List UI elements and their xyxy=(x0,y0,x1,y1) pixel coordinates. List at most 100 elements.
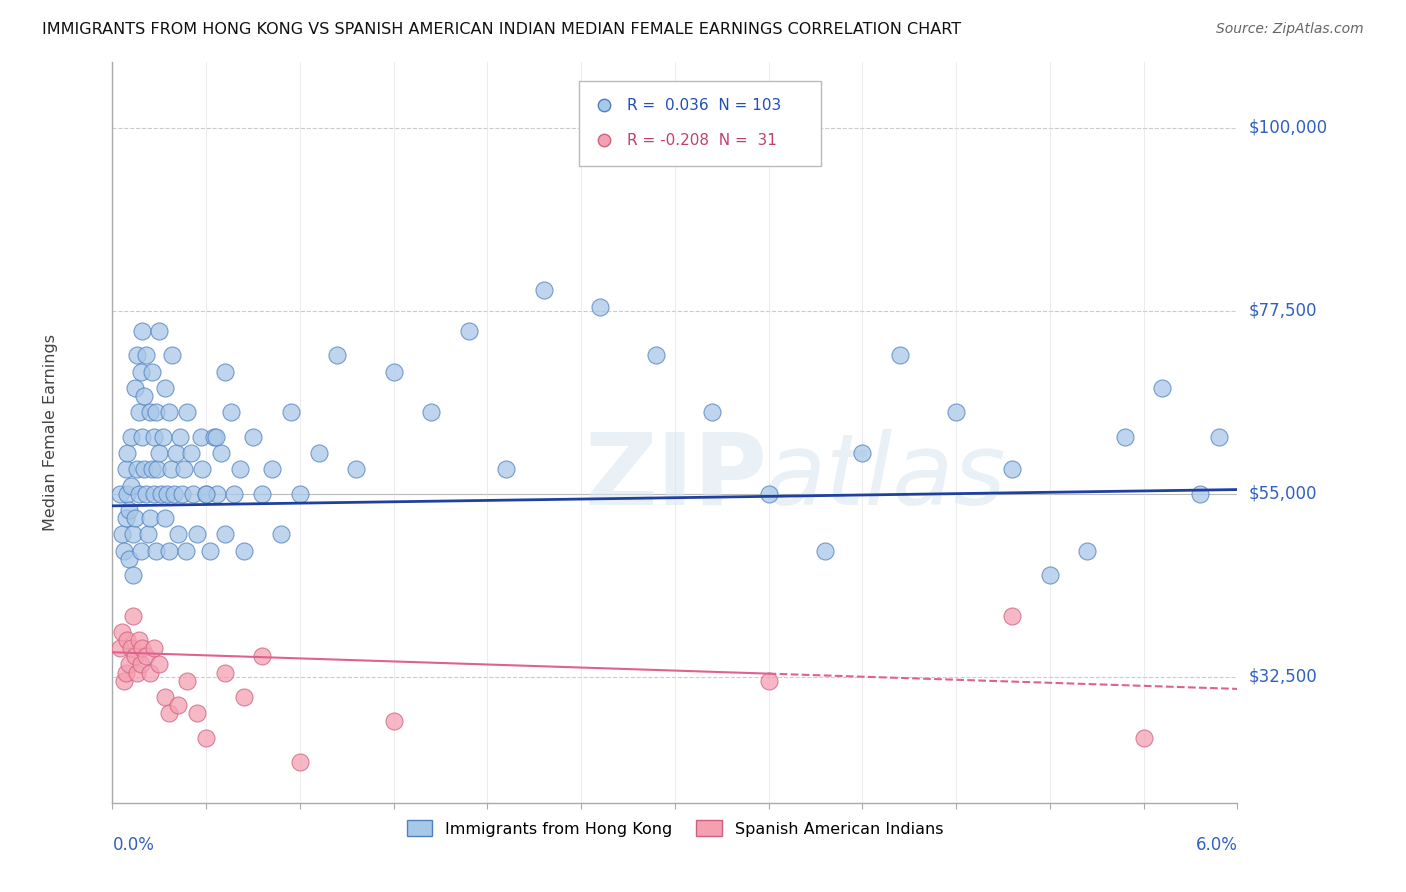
Point xyxy=(851,446,873,460)
Point xyxy=(128,405,150,419)
Text: R =  0.036  N = 103: R = 0.036 N = 103 xyxy=(627,98,780,113)
Point xyxy=(124,381,146,395)
Point xyxy=(135,649,157,664)
Point xyxy=(1114,430,1136,444)
Point xyxy=(153,381,176,395)
Point xyxy=(139,511,162,525)
Point xyxy=(148,657,170,672)
Point xyxy=(252,486,274,500)
Point xyxy=(112,543,135,558)
Point xyxy=(120,478,142,492)
Point xyxy=(229,462,252,476)
Point xyxy=(136,527,159,541)
Point xyxy=(111,624,134,639)
Point xyxy=(118,503,141,517)
Point xyxy=(252,649,274,664)
Point xyxy=(135,348,157,362)
Point xyxy=(114,511,136,525)
Point xyxy=(288,486,311,500)
Point xyxy=(131,324,153,338)
Point xyxy=(134,462,156,476)
Point xyxy=(209,446,232,460)
Point xyxy=(139,665,162,680)
Point xyxy=(180,446,202,460)
Point xyxy=(117,486,139,500)
Point xyxy=(118,551,141,566)
Text: 6.0%: 6.0% xyxy=(1195,836,1237,855)
Point xyxy=(1152,381,1174,395)
Point xyxy=(162,348,184,362)
Point xyxy=(131,430,153,444)
Point xyxy=(190,430,212,444)
Point xyxy=(114,665,136,680)
Point xyxy=(122,568,145,582)
Point xyxy=(148,446,170,460)
Point xyxy=(112,673,135,688)
Point xyxy=(1039,568,1062,582)
Text: IMMIGRANTS FROM HONG KONG VS SPANISH AMERICAN INDIAN MEDIAN FEMALE EARNINGS CORR: IMMIGRANTS FROM HONG KONG VS SPANISH AME… xyxy=(42,22,962,37)
Point xyxy=(214,665,236,680)
Point xyxy=(114,462,136,476)
Point xyxy=(232,690,254,704)
Point xyxy=(758,486,780,500)
Point xyxy=(533,283,555,297)
Point xyxy=(128,633,150,648)
Point xyxy=(198,543,221,558)
Text: ZIP: ZIP xyxy=(585,428,768,525)
Point xyxy=(131,641,153,656)
Point xyxy=(173,462,195,476)
Point xyxy=(382,365,405,379)
Point xyxy=(242,430,264,444)
Point xyxy=(125,348,148,362)
Point xyxy=(204,430,226,444)
Point xyxy=(1001,608,1024,623)
Point xyxy=(153,690,176,704)
Point xyxy=(150,486,173,500)
Point xyxy=(186,706,208,721)
Point xyxy=(124,511,146,525)
Point xyxy=(207,486,229,500)
Point xyxy=(169,430,191,444)
Point xyxy=(129,365,152,379)
Legend: Immigrants from Hong Kong, Spanish American Indians: Immigrants from Hong Kong, Spanish Ameri… xyxy=(401,814,949,843)
FancyBboxPatch shape xyxy=(579,81,821,166)
Point xyxy=(495,462,517,476)
Point xyxy=(108,486,131,500)
Point xyxy=(344,462,367,476)
Point xyxy=(1001,462,1024,476)
Text: Source: ZipAtlas.com: Source: ZipAtlas.com xyxy=(1216,22,1364,37)
Point xyxy=(167,527,190,541)
Point xyxy=(195,486,218,500)
Point xyxy=(1132,731,1154,745)
Point xyxy=(420,405,443,419)
Point xyxy=(129,543,152,558)
Point xyxy=(288,755,311,769)
Point xyxy=(589,300,612,314)
Text: 0.0%: 0.0% xyxy=(112,836,155,855)
Point xyxy=(645,348,668,362)
Point xyxy=(134,389,156,403)
Point xyxy=(214,365,236,379)
Point xyxy=(191,462,214,476)
Text: $55,000: $55,000 xyxy=(1249,484,1317,502)
Point xyxy=(122,608,145,623)
Point xyxy=(202,430,225,444)
Point xyxy=(125,462,148,476)
Point xyxy=(260,462,283,476)
Point xyxy=(163,486,186,500)
Point xyxy=(129,657,152,672)
Point xyxy=(146,462,169,476)
Point xyxy=(122,527,145,541)
Point xyxy=(120,641,142,656)
Point xyxy=(108,641,131,656)
Point xyxy=(170,486,193,500)
Point xyxy=(814,543,837,558)
Point xyxy=(125,665,148,680)
Point xyxy=(145,405,167,419)
Point xyxy=(152,430,174,444)
Point xyxy=(195,731,218,745)
Point xyxy=(111,527,134,541)
Point xyxy=(181,486,204,500)
Point xyxy=(165,446,187,460)
Point xyxy=(142,641,165,656)
